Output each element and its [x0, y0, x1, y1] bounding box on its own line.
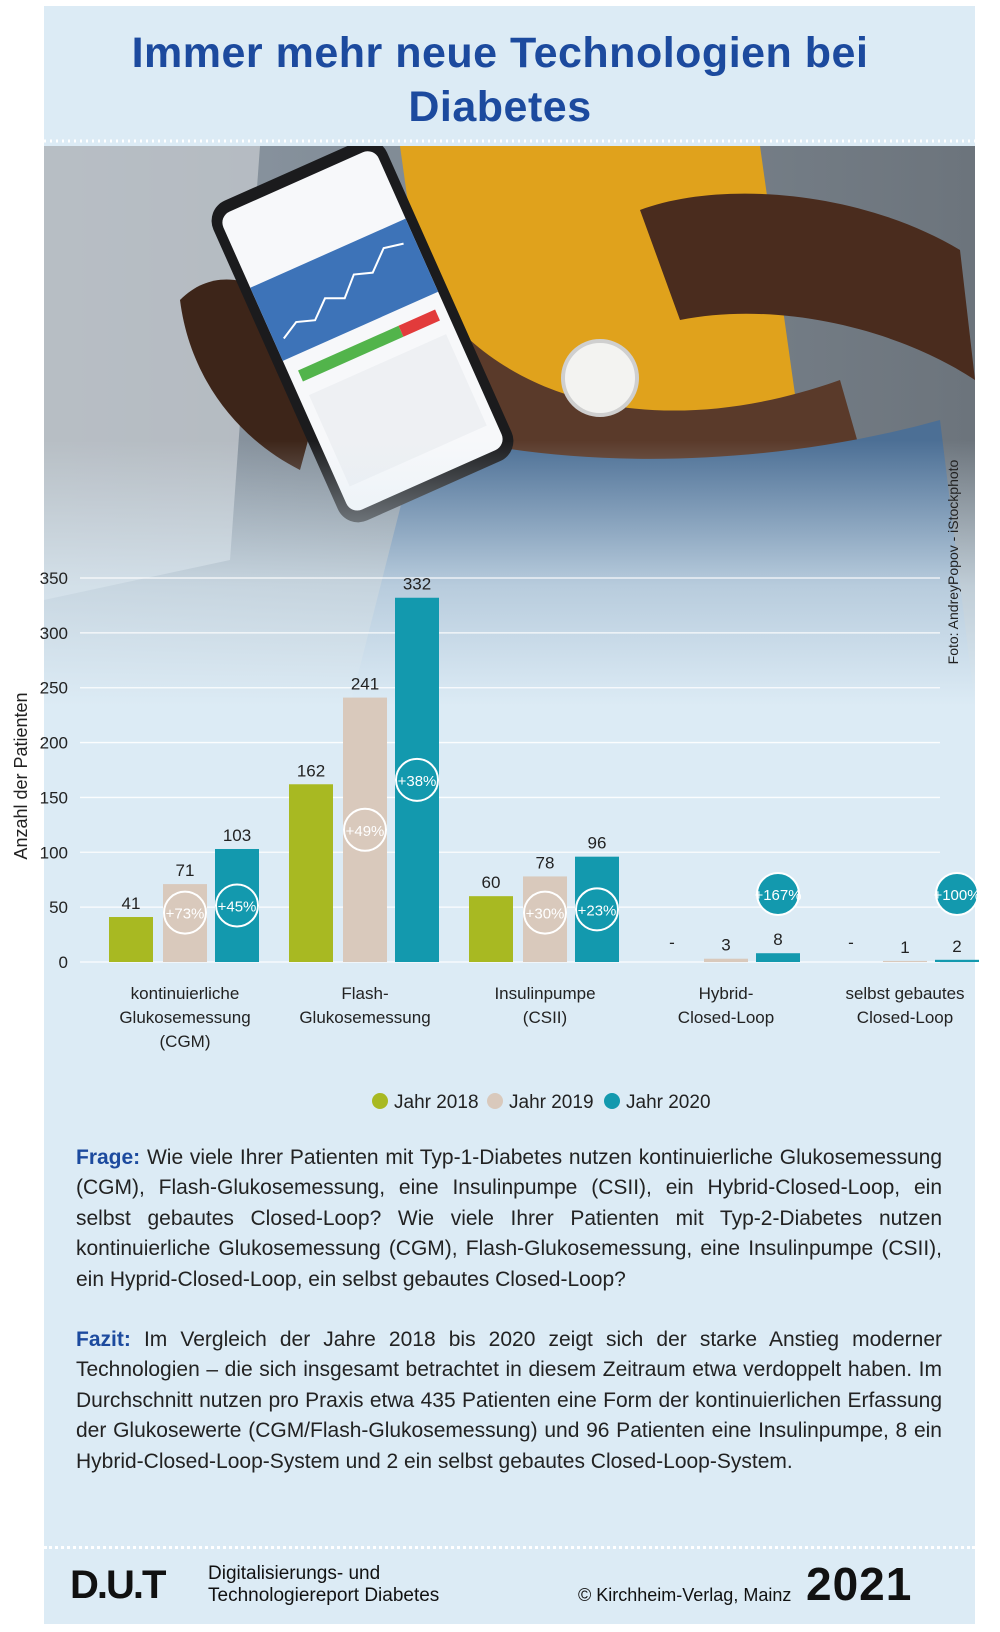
- conclusion-label: Fazit:: [76, 1328, 131, 1351]
- photo: [44, 146, 975, 706]
- bar: [343, 697, 387, 962]
- report-name: Digitalisierungs- und Technologiereport …: [208, 1563, 439, 1607]
- legend-label: Jahr 2018: [394, 1092, 479, 1113]
- question: Frage: Wie viele Ihrer Patienten mit Typ…: [76, 1143, 942, 1295]
- change-badge: [935, 871, 979, 916]
- change-badge: [756, 871, 800, 916]
- conclusion-text: Im Vergleich der Jahre 2018 bis 2020 zei…: [76, 1328, 942, 1473]
- legend-swatch: [487, 1093, 503, 1109]
- x-tick-label: Flash-: [341, 984, 388, 1003]
- y-axis-title: Anzahl der Patienten: [11, 692, 31, 859]
- x-tick-label: Glukosemessung: [299, 1008, 430, 1027]
- change-badge: [523, 890, 567, 935]
- value-label: 241: [351, 675, 379, 694]
- value-label: 41: [122, 894, 141, 913]
- value-label: 60: [482, 873, 501, 892]
- change-label: +49%: [346, 823, 385, 840]
- chart: Foto: AndreyPopov - iStockphoto Anzahl d…: [11, 139, 981, 1113]
- x-tick-label: selbst gebautes: [845, 984, 964, 1003]
- legend-swatch: [372, 1093, 388, 1109]
- value-label: 8: [773, 930, 782, 949]
- x-tick-label: (CGM): [160, 1032, 211, 1051]
- logo: D.U.T: [70, 1563, 166, 1607]
- y-tick-label: 250: [40, 679, 68, 698]
- year: 2021: [806, 1558, 913, 1610]
- x-tick-label: (CSII): [523, 1008, 567, 1027]
- photo-credit: Foto: AndreyPopov - iStockphoto: [945, 459, 961, 664]
- change-badge: [163, 890, 207, 935]
- legend-label: Jahr 2019: [509, 1092, 594, 1113]
- change-badge: [575, 887, 619, 932]
- x-tick-label: Insulinpumpe: [494, 984, 595, 1003]
- value-label: 1: [900, 938, 909, 957]
- y-tick-label: 50: [49, 898, 68, 917]
- x-tick-label: Hybrid-: [699, 984, 754, 1003]
- x-tick-label: Closed-Loop: [857, 1008, 953, 1027]
- bar: [704, 958, 748, 962]
- y-tick-label: 100: [40, 843, 68, 862]
- change-label: +38%: [398, 773, 437, 790]
- change-label: +73%: [166, 906, 205, 923]
- bar: [163, 884, 207, 962]
- bar: [756, 953, 800, 962]
- y-tick-label: 150: [40, 788, 68, 807]
- title: Immer mehr neue Technologien bei Diabete…: [131, 29, 869, 131]
- conclusion: Fazit: Im Vergleich der Jahre 2018 bis 2…: [76, 1325, 942, 1477]
- bar: [883, 960, 927, 962]
- change-badge: [395, 757, 439, 802]
- y-tick-label: 350: [40, 569, 68, 588]
- bar: [935, 959, 979, 962]
- change-badge: [215, 883, 259, 928]
- y-tick-label: 0: [59, 953, 68, 972]
- bar: [469, 896, 513, 962]
- value-label: -: [669, 933, 675, 952]
- change-label: +23%: [578, 902, 617, 919]
- x-tick-label: Closed-Loop: [678, 1008, 774, 1027]
- change-badge: [343, 807, 387, 852]
- legend-swatch: [604, 1093, 620, 1109]
- report-line: Technologiereport Diabetes: [208, 1585, 440, 1606]
- footer: D.U.T Digitalisierungs- und Technologier…: [44, 1546, 975, 1627]
- value-label: 103: [223, 826, 251, 845]
- change-label: +45%: [218, 898, 257, 915]
- y-tick-label: 300: [40, 624, 68, 643]
- value-label: 162: [297, 761, 325, 780]
- change-label: +100%: [933, 887, 980, 904]
- change-label: +30%: [526, 906, 565, 923]
- change-label: +167%: [754, 887, 801, 904]
- y-tick-label: 200: [40, 734, 68, 753]
- copyright: © Kirchheim-Verlag, Mainz: [578, 1585, 792, 1605]
- bar: [109, 917, 153, 962]
- value-label: 332: [403, 575, 431, 594]
- value-label: 78: [536, 853, 555, 872]
- value-label: -: [848, 933, 854, 952]
- value-label: 96: [588, 834, 607, 853]
- legend-label: Jahr 2020: [626, 1092, 711, 1113]
- question-label: Frage:: [76, 1146, 141, 1169]
- report-line: Digitalisierungs- und: [208, 1563, 381, 1584]
- value-label: 71: [176, 861, 195, 880]
- x-tick-label: kontinuierliche: [131, 984, 240, 1003]
- value-label: 3: [721, 936, 730, 955]
- question-text: Wie viele Ihrer Patienten mit Typ-1-Diab…: [76, 1146, 942, 1291]
- x-tick-label: Glukosemessung: [119, 1008, 250, 1027]
- value-label: 2: [952, 937, 961, 956]
- bar: [289, 784, 333, 962]
